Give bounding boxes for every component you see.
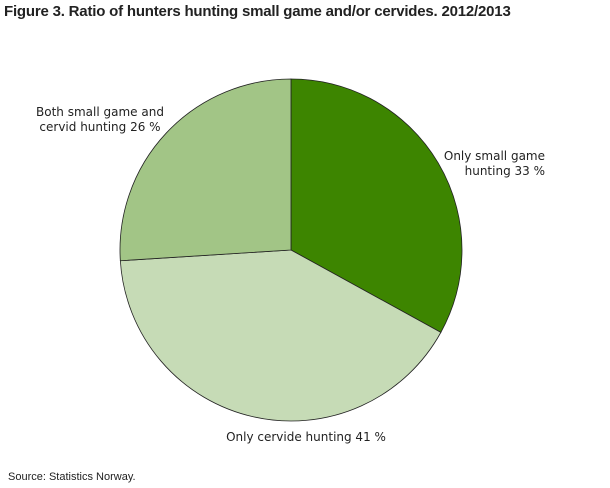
slice-label-0: Only small game hunting 33 % xyxy=(444,149,545,178)
chart-title: Figure 3. Ratio of hunters hunting small… xyxy=(4,3,511,20)
pie-slice-2 xyxy=(119,78,292,262)
slice-label-1: Only cervide hunting 41 % xyxy=(226,430,386,444)
slice-label-2: Both small game and cervid hunting 26 % xyxy=(36,105,164,134)
source-note: Source: Statistics Norway. xyxy=(8,471,136,483)
pie-slice-0 xyxy=(290,78,463,333)
pie-slice-1 xyxy=(119,249,442,422)
